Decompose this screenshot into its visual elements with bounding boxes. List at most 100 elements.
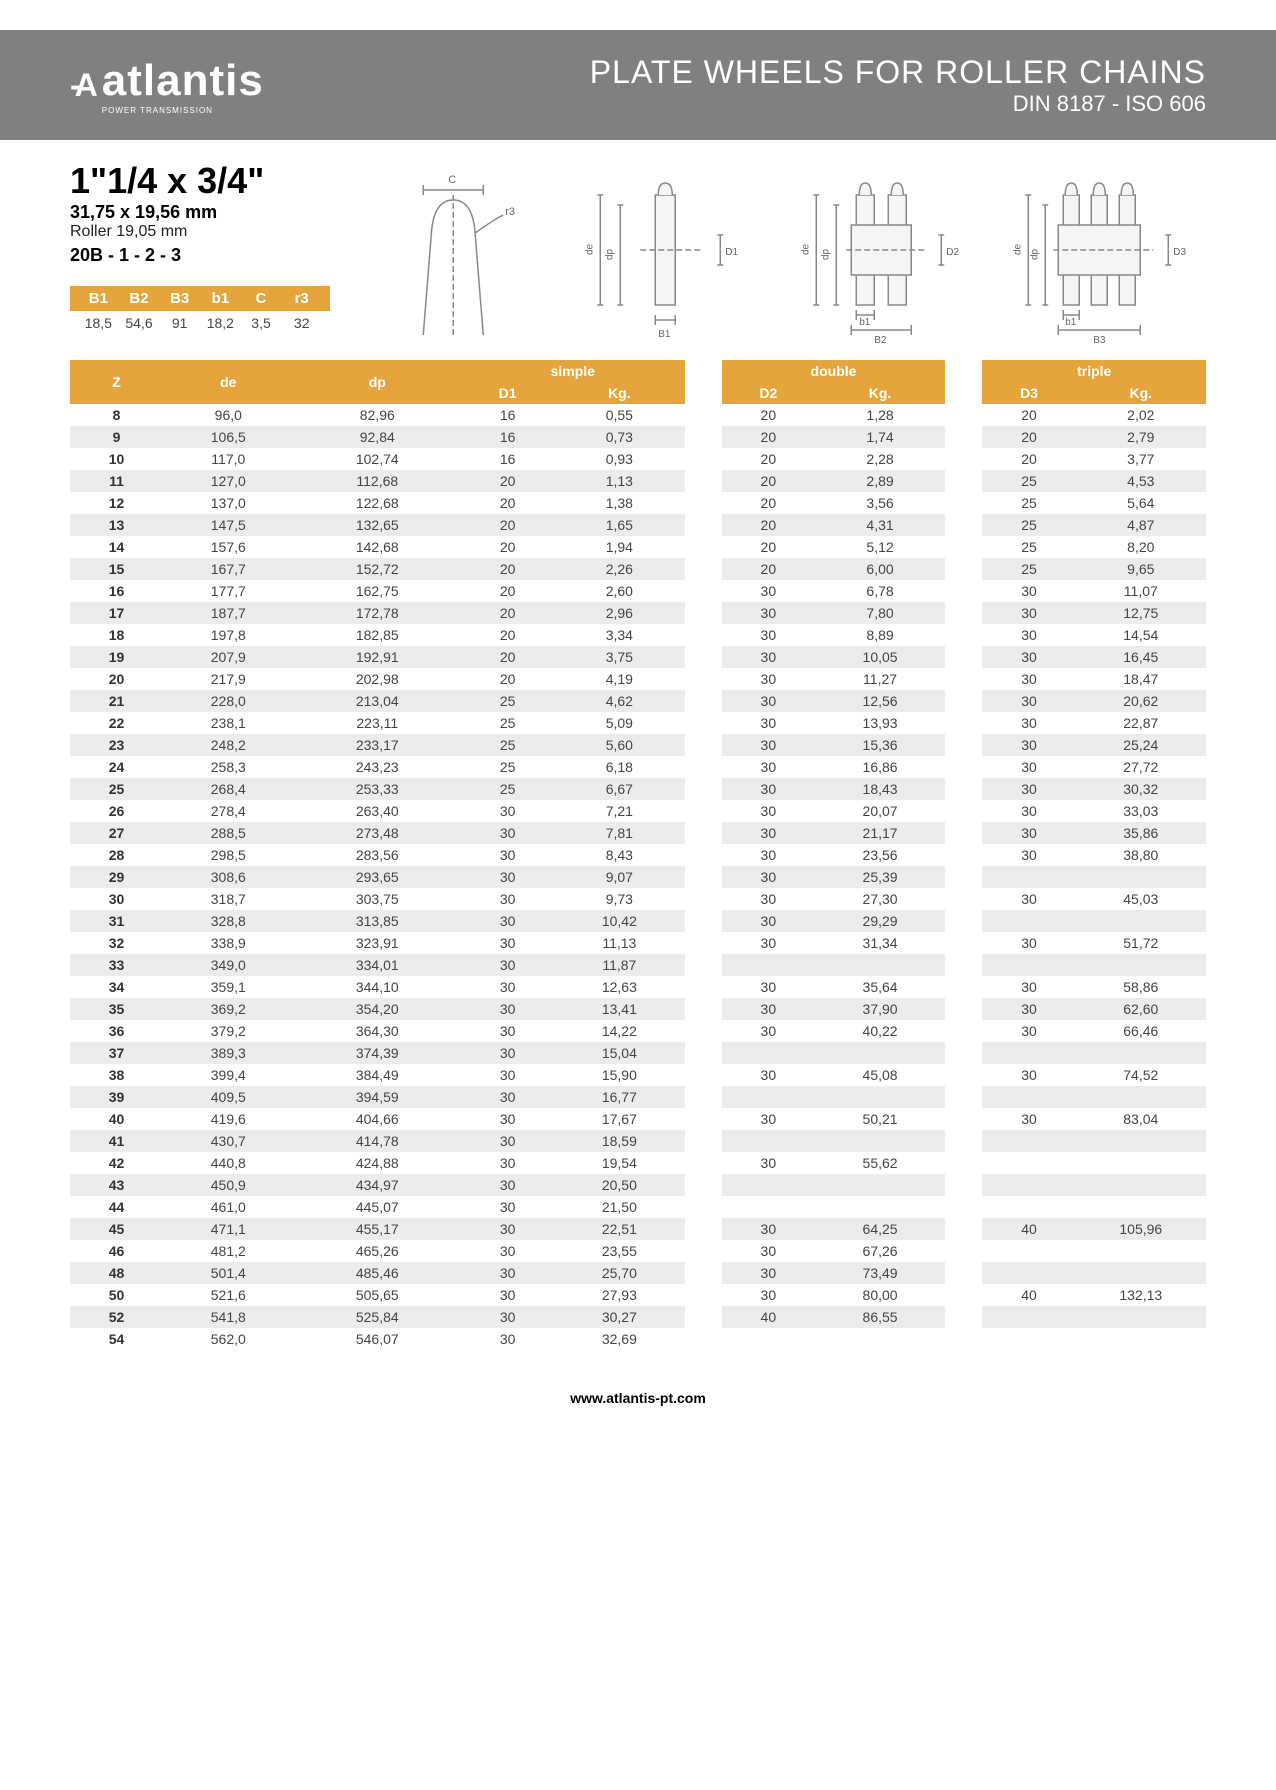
gap-cell: [685, 1042, 722, 1064]
gap-cell: [945, 580, 982, 602]
cell-d3: 30: [982, 976, 1075, 998]
cell-kg2: 1,28: [815, 404, 945, 426]
cell-z: 44: [70, 1196, 163, 1218]
cell-kg1: 15,90: [554, 1064, 684, 1086]
cell-kg3: [1076, 1130, 1206, 1152]
cell-d2: 20: [722, 470, 815, 492]
cell-kg1: 1,94: [554, 536, 684, 558]
cell-kg2: [815, 1196, 945, 1218]
cell-d2: 30: [722, 1020, 815, 1042]
cell-dp: 303,75: [293, 888, 461, 910]
cell-d3: [982, 1240, 1075, 1262]
cell-de: 177,7: [163, 580, 293, 602]
cell-d2: 30: [722, 976, 815, 998]
cell-de: 308,6: [163, 866, 293, 888]
cell-kg3: [1076, 1240, 1206, 1262]
cell-kg1: 13,41: [554, 998, 684, 1020]
table-row: 31328,8313,853010,423029,29: [70, 910, 1206, 932]
cell-kg1: 4,19: [554, 668, 684, 690]
page-title: PLATE WHEELS FOR ROLLER CHAINS: [590, 54, 1206, 91]
gap-cell: [685, 580, 722, 602]
cell-de: 117,0: [163, 448, 293, 470]
cell-de: 521,6: [163, 1284, 293, 1306]
cell-de: 288,5: [163, 822, 293, 844]
cell-d3: [982, 1152, 1075, 1174]
cell-d3: [982, 1174, 1075, 1196]
cell-z: 16: [70, 580, 163, 602]
cell-kg3: 74,52: [1076, 1064, 1206, 1086]
cell-d3: [982, 1262, 1075, 1284]
gap-cell: [685, 426, 722, 448]
cell-d2: 30: [722, 756, 815, 778]
cell-kg2: 35,64: [815, 976, 945, 998]
cell-z: 19: [70, 646, 163, 668]
cell-d1: 20: [461, 646, 554, 668]
gap-cell: [685, 712, 722, 734]
table-row: 896,082,96160,55201,28202,02: [70, 404, 1206, 426]
cell-z: 38: [70, 1064, 163, 1086]
cell-de: 298,5: [163, 844, 293, 866]
header-bar: -A atlantis POWER TRANSMISSION PLATE WHE…: [0, 30, 1276, 140]
bvals-header: B1 B2 B3 b1 C r3: [70, 286, 330, 311]
cell-kg3: 45,03: [1076, 888, 1206, 910]
cell-z: 42: [70, 1152, 163, 1174]
gap-cell: [685, 866, 722, 888]
gap-cell: [945, 1262, 982, 1284]
cell-kg3: [1076, 1262, 1206, 1284]
table-wrap: Z de dp simple double triple D1 Kg. D2 K…: [0, 360, 1276, 1370]
cell-d1: 25: [461, 778, 554, 800]
cell-de: 268,4: [163, 778, 293, 800]
th-d3: D3: [982, 382, 1075, 404]
gap-cell: [685, 1196, 722, 1218]
cell-kg1: 20,50: [554, 1174, 684, 1196]
cell-d1: 30: [461, 800, 554, 822]
spec-size-mm: 31,75 x 19,56 mm: [70, 202, 330, 223]
diagram-double: de dp D2 b1 B2: [783, 165, 990, 350]
table-row: 45471,1455,173022,513064,2540105,96: [70, 1218, 1206, 1240]
gap-cell: [685, 1218, 722, 1240]
cell-kg3: 27,72: [1076, 756, 1206, 778]
gap-cell: [685, 668, 722, 690]
cell-d3: 30: [982, 998, 1075, 1020]
cell-kg1: 9,07: [554, 866, 684, 888]
gap-cell: [945, 1306, 982, 1328]
cell-z: 35: [70, 998, 163, 1020]
lbl-d3: D3: [1173, 247, 1186, 258]
cell-kg1: 2,60: [554, 580, 684, 602]
cell-kg2: 27,30: [815, 888, 945, 910]
cell-kg2: 73,49: [815, 1262, 945, 1284]
cell-d3: 25: [982, 492, 1075, 514]
cell-kg3: 25,24: [1076, 734, 1206, 756]
cell-d1: 30: [461, 1130, 554, 1152]
cell-dp: 213,04: [293, 690, 461, 712]
gap-cell: [945, 976, 982, 998]
cell-kg3: 12,75: [1076, 602, 1206, 624]
cell-d3: [982, 910, 1075, 932]
cell-kg1: 2,96: [554, 602, 684, 624]
cell-z: 30: [70, 888, 163, 910]
cell-kg3: 11,07: [1076, 580, 1206, 602]
cell-kg3: 38,80: [1076, 844, 1206, 866]
cell-kg2: 2,89: [815, 470, 945, 492]
gap-cell: [685, 602, 722, 624]
cell-kg1: 21,50: [554, 1196, 684, 1218]
cell-dp: 434,97: [293, 1174, 461, 1196]
cell-d2: 30: [722, 910, 815, 932]
cell-dp: 152,72: [293, 558, 461, 580]
cell-kg3: 9,65: [1076, 558, 1206, 580]
cell-de: 228,0: [163, 690, 293, 712]
lbl-c: C: [448, 174, 456, 186]
cell-d1: 20: [461, 492, 554, 514]
header-right: PLATE WHEELS FOR ROLLER CHAINS DIN 8187 …: [590, 54, 1206, 117]
cell-d3: 30: [982, 1108, 1075, 1130]
cell-kg3: [1076, 1196, 1206, 1218]
table-row: 13147,5132,65201,65204,31254,87: [70, 514, 1206, 536]
cell-kg3: 30,32: [1076, 778, 1206, 800]
cell-d1: 20: [461, 624, 554, 646]
cell-dp: 313,85: [293, 910, 461, 932]
table-row: 29308,6293,65309,073025,39: [70, 866, 1206, 888]
table-row: 42440,8424,883019,543055,62: [70, 1152, 1206, 1174]
cell-d3: 20: [982, 426, 1075, 448]
cell-kg3: 4,53: [1076, 470, 1206, 492]
cell-kg3: [1076, 866, 1206, 888]
